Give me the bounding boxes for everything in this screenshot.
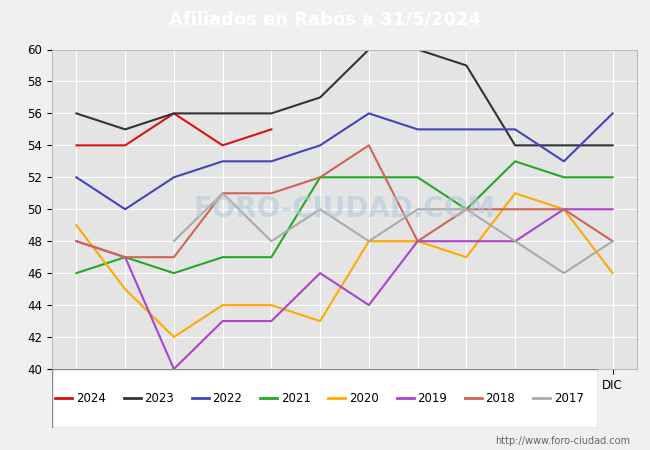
Text: 2024: 2024 — [76, 392, 106, 405]
Text: Afiliados en Rabós a 31/5/2024: Afiliados en Rabós a 31/5/2024 — [169, 11, 481, 29]
Text: FORO-CIUDAD.COM: FORO-CIUDAD.COM — [194, 195, 495, 223]
Text: 2018: 2018 — [486, 392, 515, 405]
Text: 2023: 2023 — [144, 392, 174, 405]
Text: http://www.foro-ciudad.com: http://www.foro-ciudad.com — [495, 436, 630, 446]
FancyBboxPatch shape — [52, 369, 598, 428]
Text: 2020: 2020 — [349, 392, 379, 405]
Text: 2017: 2017 — [554, 392, 584, 405]
Text: 2021: 2021 — [281, 392, 311, 405]
Text: 2022: 2022 — [213, 392, 242, 405]
Text: 2019: 2019 — [417, 392, 447, 405]
